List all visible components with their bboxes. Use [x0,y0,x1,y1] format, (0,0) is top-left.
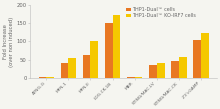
Bar [61,63,68,78]
Bar [38,77,46,78]
Bar [135,77,142,78]
Bar [68,58,76,78]
Bar [193,40,201,78]
Bar [149,65,157,78]
Bar [83,55,90,78]
Bar [171,61,179,78]
Bar [105,23,113,78]
Y-axis label: Fold Increase
(over non induced): Fold Increase (over non induced) [3,16,14,67]
Bar [90,41,98,78]
Bar [46,77,54,78]
Legend: THP1-Dual™ cells, THP1-Dual™ KO-IRF7 cells: THP1-Dual™ cells, THP1-Dual™ KO-IRF7 cel… [126,7,196,18]
Bar [157,63,165,78]
Bar [179,57,187,78]
Bar [113,15,120,78]
Bar [127,77,135,78]
Bar [201,33,209,78]
